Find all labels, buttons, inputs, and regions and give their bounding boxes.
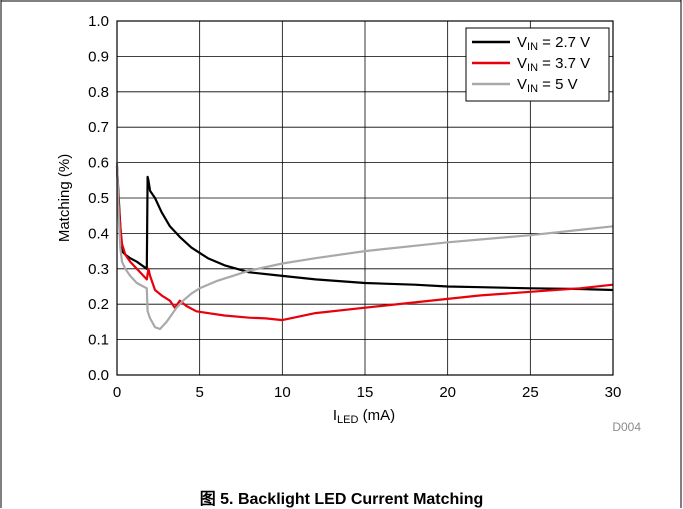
figure-caption: 图 5. Backlight LED Current Matching	[199, 491, 484, 508]
y-tick-label: 0.1	[88, 332, 109, 349]
x-tick-label: 10	[274, 384, 291, 401]
legend-box	[465, 27, 610, 102]
x-axis-ticks: 0 5 10 15 20 25 30	[113, 384, 622, 401]
y-tick-label: 0.9	[88, 48, 109, 65]
y-axis-ticks: 0.0 0.1 0.2 0.3 0.4 0.5 0.6 0.7 0.8 0.9 1.0	[88, 13, 109, 384]
figure-code: D004	[612, 420, 641, 434]
x-tick-label: 15	[357, 384, 374, 401]
y-tick-label: 0.8	[88, 84, 109, 101]
y-tick-label: 0.7	[88, 119, 109, 136]
x-tick-label: 20	[439, 384, 456, 401]
x-tick-label: 30	[605, 384, 622, 401]
x-axis-label: ILED (mA)	[333, 407, 395, 426]
legend-label: VIN = 5 V	[517, 76, 578, 95]
y-axis-label: Matching (%)	[56, 154, 73, 242]
legend: VIN = 2.7 V VIN = 3.7 V VIN = 5 V	[465, 27, 610, 102]
x-tick-label: 0	[113, 384, 121, 401]
y-tick-label: 1.0	[88, 13, 109, 30]
y-tick-label: 0.6	[88, 155, 109, 172]
y-tick-label: 0.3	[88, 261, 109, 278]
series-line-2	[115, 166, 614, 322]
legend-label: VIN = 2.7 V	[517, 34, 590, 53]
y-tick-label: 0.2	[88, 296, 109, 313]
series-line-3	[115, 162, 614, 331]
series-lines	[115, 162, 614, 331]
x-tick-label: 25	[522, 384, 539, 401]
plot-area-border	[116, 20, 614, 376]
y-tick-label: 0.5	[88, 190, 109, 207]
y-tick-label: 0.4	[88, 225, 109, 242]
legend-label: VIN = 3.7 V	[517, 55, 590, 74]
y-tick-label: 0.0	[88, 367, 109, 384]
x-tick-label: 5	[195, 384, 203, 401]
